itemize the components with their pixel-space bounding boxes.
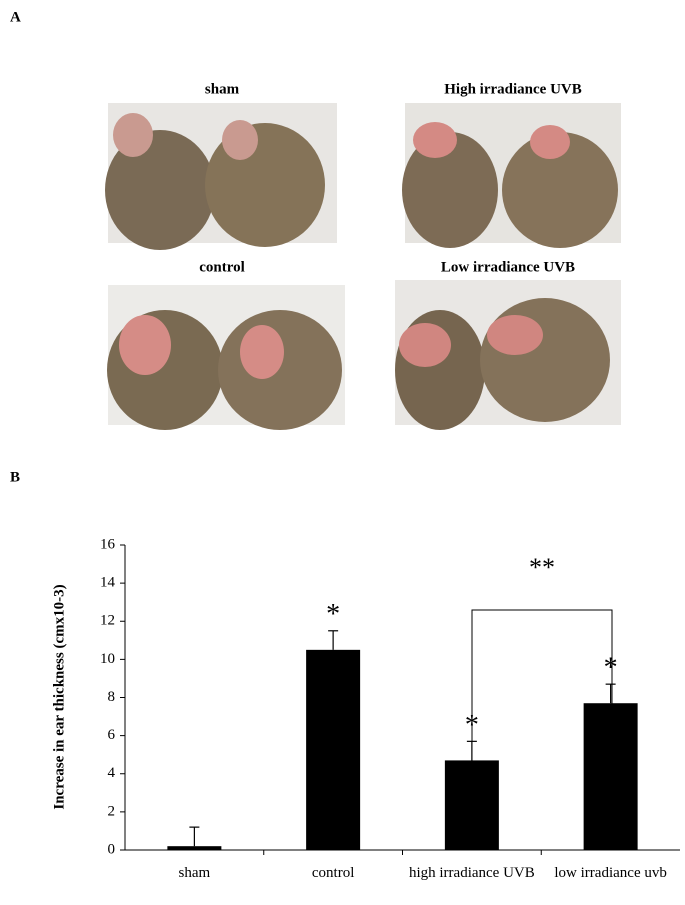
error-bar [466, 740, 477, 761]
y-tick-label: 16 [100, 536, 116, 552]
x-tick-label: high irradiance UVB [408, 865, 535, 881]
photo [402, 103, 621, 248]
photo [107, 285, 345, 430]
y-tick-label: 8 [108, 689, 116, 705]
y-axis-label: Increase in ear thickness (cmx10-3) [51, 584, 67, 809]
photo [395, 280, 621, 430]
y-tick-label: 14 [100, 575, 116, 591]
x-tick-label: sham [178, 865, 211, 881]
y-tick-label: 6 [108, 727, 116, 743]
photo-caption: sham [205, 81, 240, 97]
x-tick-label: low irradiance uvb [554, 865, 667, 881]
panel-label: A [10, 9, 21, 25]
photo-caption: control [199, 259, 245, 275]
bar [444, 760, 499, 850]
y-tick-label: 10 [100, 651, 115, 667]
y-tick-label: 2 [108, 803, 116, 819]
photo-caption: High irradiance UVB [444, 81, 582, 97]
y-tick-label: 0 [108, 841, 116, 857]
y-tick-label: 4 [108, 765, 116, 781]
significance-label: * [465, 710, 479, 741]
error-bar [605, 683, 616, 704]
bar [167, 846, 222, 850]
photo [105, 103, 337, 250]
significance-label: * [604, 653, 618, 684]
photo-caption: Low irradiance UVB [441, 259, 575, 275]
bracket-label: ** [529, 553, 555, 582]
panel-label: B [10, 469, 20, 485]
x-tick-label: control [311, 865, 355, 881]
bar [306, 649, 361, 850]
bar [583, 703, 638, 850]
significance-bracket [471, 609, 613, 764]
error-bar [189, 826, 200, 847]
significance-label: * [326, 599, 340, 630]
y-tick-label: 12 [100, 613, 115, 629]
error-bar [328, 630, 339, 650]
